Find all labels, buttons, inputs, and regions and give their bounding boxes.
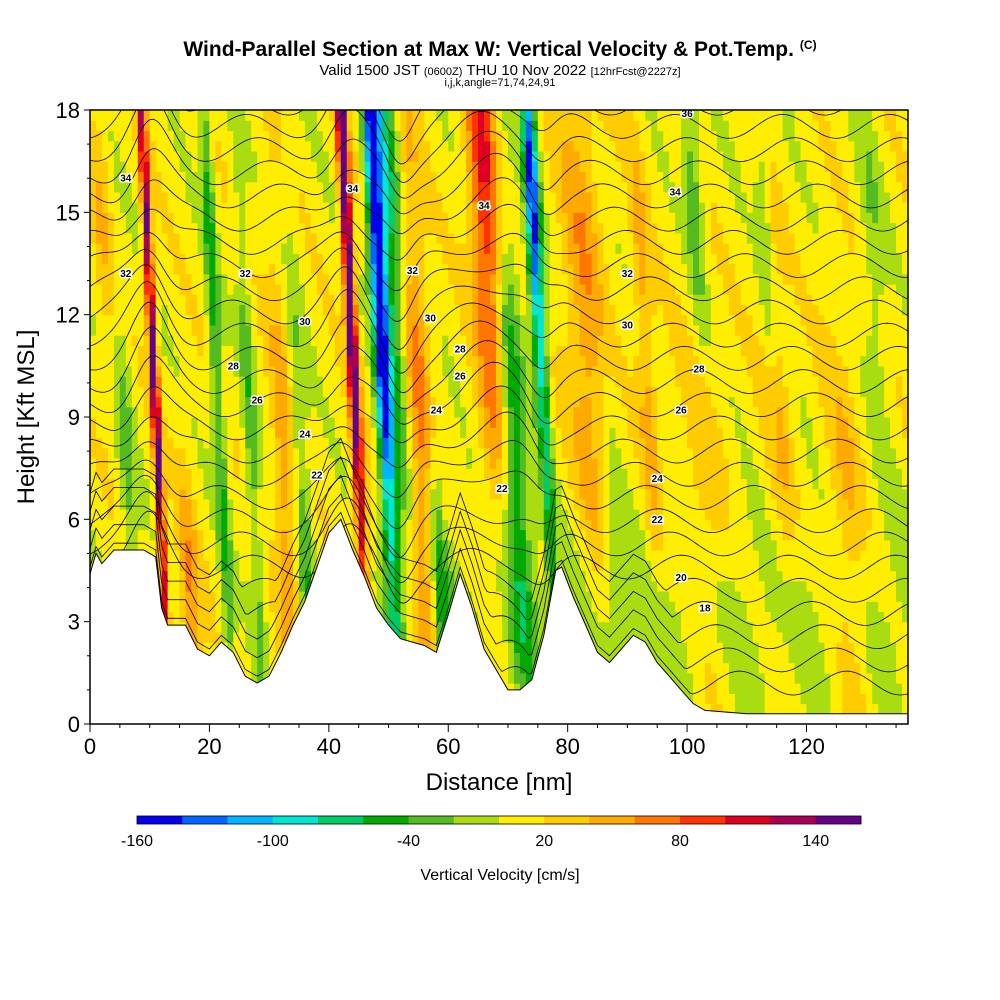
colorbar-tick-label: 140 <box>802 833 829 850</box>
potential-temperature-contours <box>90 110 908 696</box>
colorbar: -160 -100 -40 20 80 140 <box>121 815 862 850</box>
colorbar-swatch <box>363 816 409 824</box>
y-tick-label: 3 <box>68 610 80 635</box>
colorbar-swatch <box>725 816 771 824</box>
colorbar-tick-label: 80 <box>671 833 689 850</box>
colorbar-swatch <box>137 816 183 824</box>
x-tick-label: 60 <box>436 734 460 759</box>
contour-label: 24 <box>299 430 311 441</box>
x-tick-label: 80 <box>555 734 579 759</box>
vertical-velocity-field <box>90 110 908 724</box>
contour-label: 32 <box>120 269 132 280</box>
x-tick-label: 100 <box>669 734 706 759</box>
colorbar-tick-label: -160 <box>121 833 153 850</box>
contour-label: 34 <box>347 184 359 195</box>
contour-label: 34 <box>670 187 682 198</box>
colorbar-swatch <box>634 816 681 824</box>
chart-subtitle: Valid 1500 JST (0600Z) THU 10 Nov 2022 [… <box>319 62 681 79</box>
contour-label: 26 <box>676 406 688 417</box>
contour-label: 32 <box>407 266 419 277</box>
contour-label: 34 <box>120 174 132 185</box>
y-tick-label: 6 <box>68 507 80 532</box>
colorbar-swatch <box>499 816 545 824</box>
contour-label: 32 <box>622 269 634 280</box>
x-tick-label: 20 <box>197 734 221 759</box>
terrain-mask <box>89 518 909 725</box>
contour-label: 24 <box>431 406 443 417</box>
x-tick-label: 0 <box>84 734 96 759</box>
colorbar-tick-label: 20 <box>535 833 553 850</box>
contour-label: 32 <box>240 269 252 280</box>
contour-label: 24 <box>652 474 664 485</box>
contour-label: 36 <box>682 109 694 120</box>
y-axis: 0 3 6 9 12 15 18 <box>56 98 90 737</box>
contour-label: 22 <box>311 470 323 481</box>
contour-labels: 34 34 34 34 36 32 32 32 32 30 30 30 28 28 28 26 26 26 24 24… <box>119 109 713 616</box>
contour-label: 30 <box>299 317 311 328</box>
colorbar-swatch <box>453 816 500 824</box>
contour-label: 26 <box>252 395 264 406</box>
colorbar-swatch <box>544 816 590 824</box>
colorbar-swatch <box>272 816 319 824</box>
colorbar-swatch <box>589 816 636 824</box>
colorbar-tick-label: -40 <box>397 833 420 850</box>
colorbar-swatch <box>680 816 726 824</box>
contour-label: 30 <box>622 320 634 331</box>
x-axis: 0 20 40 60 80 100 120 <box>84 724 897 759</box>
colorbar-tick-label: -100 <box>257 833 289 850</box>
y-tick-label: 18 <box>56 98 80 123</box>
y-tick-label: 12 <box>56 303 80 328</box>
y-tick-label: 0 <box>68 712 80 737</box>
contour-label: 22 <box>652 515 664 526</box>
colorbar-swatch <box>408 816 455 824</box>
contour-label: 30 <box>425 314 437 325</box>
contour-label: 34 <box>479 201 491 212</box>
chart-title: Wind-Parallel Section at Max W: Vertical… <box>183 38 817 61</box>
chart-indices: i,j,k,angle=71,74,24,91 <box>444 77 556 89</box>
y-tick-label: 15 <box>56 200 80 225</box>
contour-label: 28 <box>693 365 705 376</box>
colorbar-swatch <box>227 816 274 824</box>
colorbar-title: Vertical Velocity [cm/s] <box>420 867 579 884</box>
contour-label: 22 <box>496 484 508 495</box>
y-axis-title: Height [Kft MSL] <box>13 330 40 505</box>
contour-label: 20 <box>676 573 688 584</box>
x-tick-label: 40 <box>317 734 341 759</box>
y-tick-label: 9 <box>68 405 80 430</box>
contour-label: 28 <box>455 344 467 355</box>
colorbar-swatch <box>770 816 817 824</box>
colorbar-swatch <box>318 816 364 824</box>
x-tick-label: 120 <box>788 734 825 759</box>
contour-label: 28 <box>228 361 240 372</box>
colorbar-swatch <box>815 816 862 824</box>
contour-label: 26 <box>455 372 467 383</box>
colorbar-swatch <box>182 816 228 824</box>
x-axis-title: Distance [nm] <box>426 769 573 796</box>
contour-label: 18 <box>699 604 711 615</box>
